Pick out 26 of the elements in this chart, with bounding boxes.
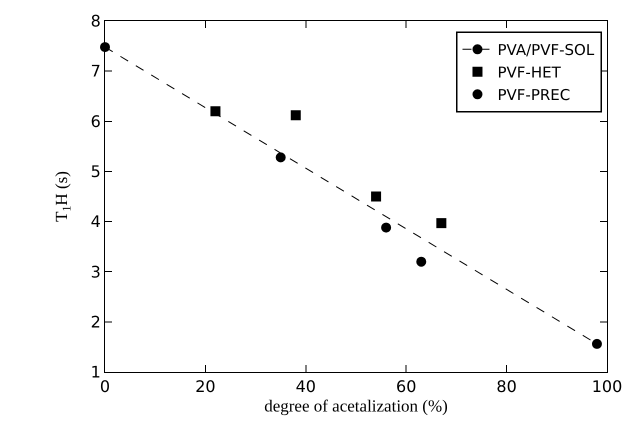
legend-label: PVA/PVF-SOL	[497, 41, 595, 60]
y-tick-label: 1	[90, 362, 101, 382]
y-tick-label: 6	[90, 112, 101, 131]
point	[436, 218, 446, 228]
x-tick-label: 60	[396, 377, 416, 396]
y-tick-label: 2	[90, 312, 101, 332]
legend-label: PVF-HET	[497, 64, 562, 82]
point	[592, 338, 602, 349]
x-axis-title: degree of acetalization (%)	[264, 396, 448, 416]
point	[276, 152, 286, 162]
y-tick-label: 3	[90, 262, 101, 282]
y-tick-label: 4	[90, 212, 101, 232]
x-tick-label: 80	[496, 377, 517, 396]
x-tick-label: 0	[100, 377, 110, 396]
legend-label: PVF-PREC	[497, 86, 570, 104]
y-tick-label: 5	[90, 162, 101, 182]
y-tick-label: 8	[90, 12, 101, 31]
point	[371, 192, 382, 202]
x-tick-label: 40	[296, 377, 316, 396]
point	[381, 222, 392, 233]
point	[210, 106, 220, 116]
x-tick-label: 20	[195, 377, 216, 396]
y-tick-label: 7	[90, 62, 101, 81]
x-tick-label: 100	[592, 377, 622, 396]
point	[416, 256, 426, 267]
point	[290, 110, 301, 120]
